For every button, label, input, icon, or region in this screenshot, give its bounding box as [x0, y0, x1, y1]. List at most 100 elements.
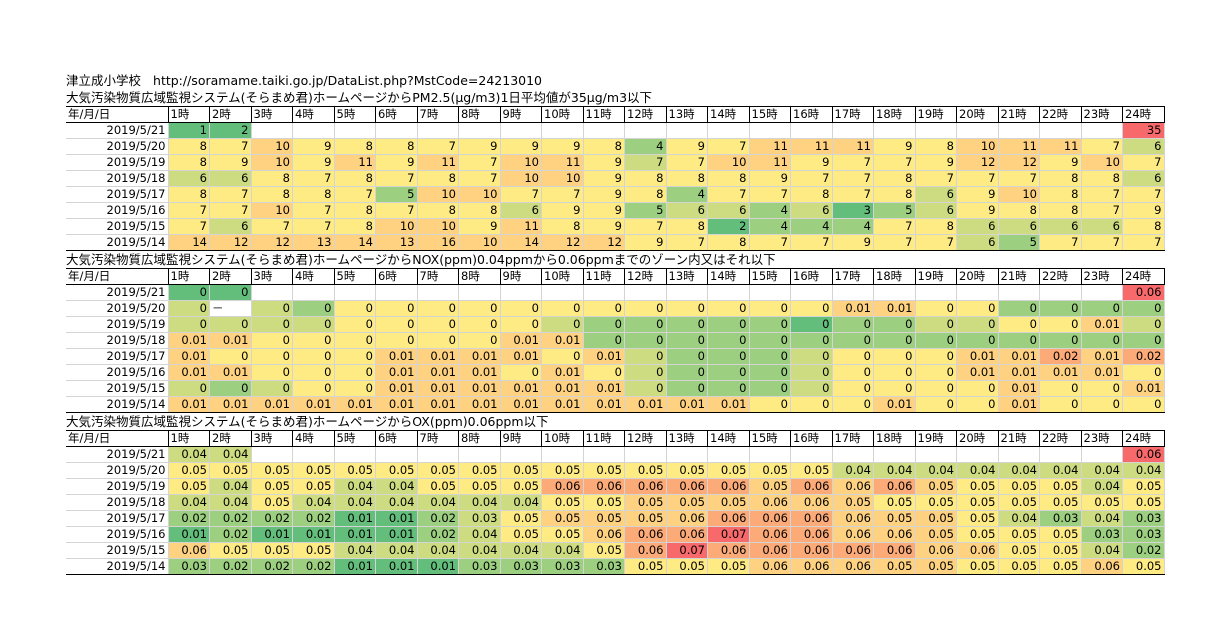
value-cell: 0	[665, 332, 708, 349]
value-cell	[416, 122, 459, 139]
value-cell: 0	[873, 380, 916, 397]
value-cell: －	[209, 300, 252, 317]
section-title: 大気汚染物質広域監視システム(そらまめ君)ホームページからOX(ppm)0.06…	[66, 414, 549, 429]
value-cell: 7	[458, 170, 501, 187]
value-cell: 8	[997, 202, 1040, 219]
value-cell: 5	[624, 202, 667, 219]
value-cell: 0.05	[1039, 542, 1082, 559]
hour-column-header: 23時	[1080, 268, 1123, 285]
value-cell: 9	[375, 154, 418, 171]
date-column-header: 年/月/日	[66, 430, 169, 447]
value-cell: 9	[956, 186, 999, 203]
value-cell: 0.02	[209, 558, 252, 575]
value-cell: 12	[956, 154, 999, 171]
value-cell: 0	[956, 300, 999, 317]
value-cell: 12	[209, 234, 252, 251]
value-cell: 6	[707, 202, 750, 219]
value-cell: 0	[790, 380, 833, 397]
value-cell: 9	[582, 218, 625, 235]
value-cell: 0	[997, 300, 1040, 317]
value-cell: 0.05	[956, 510, 999, 527]
value-cell: 7	[831, 154, 874, 171]
table-row: 2019/5/21 1 2 35	[66, 122, 1165, 139]
hour-column-header: 22時	[1039, 268, 1082, 285]
value-cell: 0	[1039, 396, 1082, 413]
value-cell: 0	[1122, 332, 1165, 349]
value-cell: 7	[1039, 234, 1082, 251]
hour-column-header: 19時	[914, 268, 957, 285]
value-cell: 0.01	[499, 396, 542, 413]
hour-column-header: 11時	[582, 268, 625, 285]
value-cell: 0	[748, 364, 791, 381]
value-cell: 0.01	[624, 396, 667, 413]
spreadsheet: 津立成小学校 http://soramame.taiki.go.jp/DataLi…	[66, 72, 1165, 575]
value-cell	[458, 284, 501, 301]
hour-column-header: 20時	[956, 106, 999, 123]
value-cell: 7	[1122, 154, 1165, 171]
source-url: http://soramame.taiki.go.jp/DataList.php…	[153, 73, 543, 88]
value-cell: 6	[209, 170, 252, 187]
value-cell: 0.06	[748, 510, 791, 527]
value-cell: 0	[665, 364, 708, 381]
value-cell: 0	[250, 364, 293, 381]
value-cell: 10	[541, 170, 584, 187]
value-cell: 0.06	[790, 510, 833, 527]
value-cell: 0.05	[624, 494, 667, 511]
value-cell	[541, 284, 584, 301]
value-cell: 0.01	[458, 380, 501, 397]
value-cell: 0.05	[499, 526, 542, 543]
value-cell: 1	[167, 122, 210, 139]
value-cell: 0.05	[458, 478, 501, 495]
value-cell	[499, 284, 542, 301]
table-row: 2019/5/20 0.05 0.05 0.05 0.05 0.05 0.05 0.05 0.0…	[66, 462, 1165, 479]
hour-column-header: 18時	[873, 106, 916, 123]
value-cell: 0	[914, 300, 957, 317]
value-cell: 0	[914, 348, 957, 365]
value-cell	[458, 122, 501, 139]
value-cell	[333, 122, 376, 139]
value-cell: 8	[292, 186, 335, 203]
hour-column-header: 6時	[375, 430, 418, 447]
value-cell: 0.05	[707, 558, 750, 575]
value-cell: 0.01	[956, 364, 999, 381]
value-cell: 0.05	[1122, 478, 1165, 495]
value-cell: 0.05	[956, 478, 999, 495]
value-cell: 12	[541, 234, 584, 251]
value-cell	[790, 122, 833, 139]
value-cell: 11	[790, 138, 833, 155]
value-cell: 0	[1080, 300, 1123, 317]
value-cell: 0.05	[458, 462, 501, 479]
value-cell: 0	[333, 348, 376, 365]
value-cell	[375, 284, 418, 301]
value-cell: 0.02	[209, 510, 252, 527]
value-cell: 8	[665, 218, 708, 235]
value-cell: 7	[541, 186, 584, 203]
value-cell: 0	[914, 396, 957, 413]
table-row: 2019/5/17 0.02 0.02 0.02 0.02 0.01 0.01 0.02 0.0…	[66, 510, 1165, 527]
value-cell	[250, 446, 293, 463]
value-cell: 0.01	[209, 396, 252, 413]
data-table: 年/月/日 1時 2時 3時 4時 5時 6時 7時 8時 9時 10時 11時 12時 13時 14時 15…	[66, 106, 1165, 251]
value-cell: 0	[209, 380, 252, 397]
date-cell: 2019/5/18	[66, 170, 169, 187]
value-cell: 0.04	[873, 462, 916, 479]
value-cell: 0.06	[624, 478, 667, 495]
table-row: 2019/5/20 0 － 0 0 0 0 0 0 0 0 0 0 0 0 0 0 0.01 0.01 0 0 0 0 0 0	[66, 300, 1165, 317]
table-row: 2019/5/18 6 6 8 7 8 7 8 7 10 10 9 8 8 8 9 7 7 8 7 7 7 8 8 6	[66, 170, 1165, 187]
value-cell: 9	[582, 186, 625, 203]
value-cell: 0.01	[458, 396, 501, 413]
hour-column-header: 10時	[541, 268, 584, 285]
value-cell	[292, 284, 335, 301]
value-cell: 7	[458, 154, 501, 171]
hour-column-header: 2時	[209, 268, 252, 285]
value-cell: 0	[1080, 396, 1123, 413]
value-cell: 0	[665, 300, 708, 317]
value-cell: 0.03	[582, 558, 625, 575]
hour-column-header: 8時	[458, 268, 501, 285]
value-cell: 0.05	[499, 510, 542, 527]
value-cell: 0.06	[665, 510, 708, 527]
value-cell: 6	[956, 218, 999, 235]
value-cell: 9	[914, 154, 957, 171]
value-cell: 0.01	[707, 396, 750, 413]
date-cell: 2019/5/14	[66, 234, 169, 251]
